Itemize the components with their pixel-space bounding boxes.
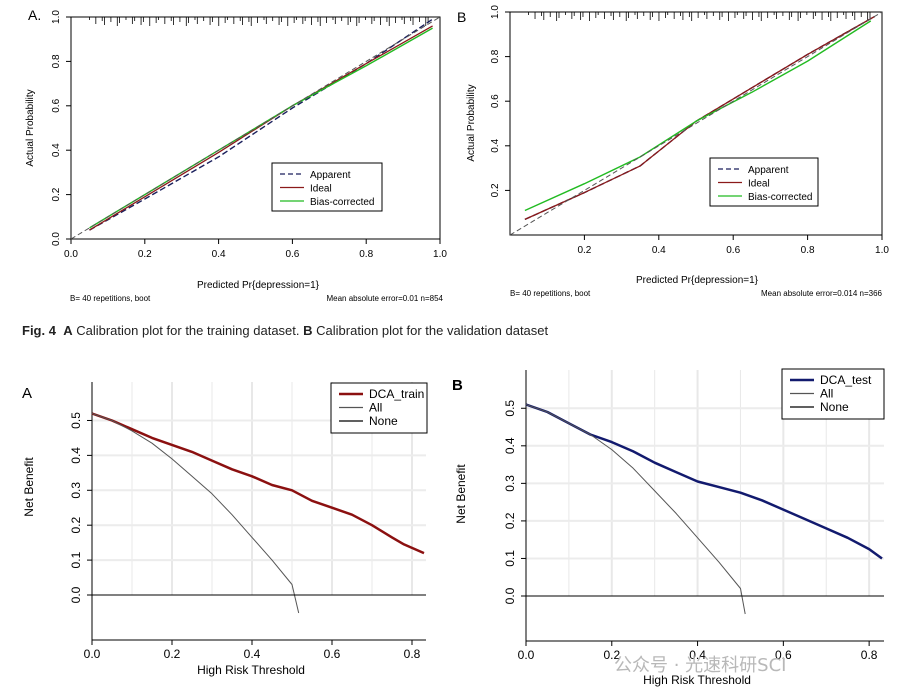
dca_B-legend-box — [781, 368, 885, 420]
dca_A-y-tick-label: 0.4 — [69, 447, 83, 464]
calib_B-y-tick-label: 0.6 — [490, 94, 501, 108]
calib_A-y-tick-label: 0.0 — [51, 232, 62, 246]
calib_B-y-tick-label: 0.4 — [490, 138, 501, 152]
dca_B-y-tick-label: 0.4 — [503, 437, 517, 454]
part-a-text: Calibration plot for the training datase… — [76, 323, 300, 338]
calib_B-footer-left: B= 40 repetitions, boot — [510, 289, 591, 298]
calib_A-panel-label: A. — [28, 7, 41, 23]
dca_B-x-axis-label: High Risk Threshold — [643, 673, 751, 687]
calib_A-series-ideal — [89, 25, 433, 231]
dca_A-y-tick-label: 0.0 — [69, 586, 83, 603]
dca_B-y-axis-label: Net Benefit — [454, 464, 468, 524]
calib_A-x-tick-label: 0.6 — [285, 249, 299, 260]
calib_A-y-tick-label: 0.2 — [51, 187, 62, 201]
dca_B-x-tick-label: 0.4 — [689, 648, 706, 662]
dca_B-y-tick-label: 0.5 — [503, 400, 517, 417]
dca_B-legend-label-all: All — [820, 387, 833, 401]
dca_A-panel-label: A — [22, 385, 32, 402]
dca_A-y-tick-label: 0.2 — [69, 517, 83, 534]
calib_B-y-axis-label: Actual Probability — [466, 84, 477, 161]
calib_A-footer-left: B= 40 repetitions, boot — [70, 294, 151, 303]
dca_A-legend-box — [330, 382, 428, 434]
dca_A-x-tick-label: 0.0 — [84, 647, 101, 661]
dca_B-x-tick-label: 0.8 — [861, 648, 878, 662]
dca_B-x-tick-label: 0.2 — [603, 648, 620, 662]
calib_B-legend-label-apparent: Apparent — [748, 165, 789, 176]
dca_B-legend-label-none: None — [820, 400, 849, 414]
fig-label: Fig. 4 — [22, 323, 56, 338]
dca_B-y-tick-label: 0.3 — [503, 475, 517, 492]
dca_A-x-tick-label: 0.6 — [324, 647, 341, 661]
calib_A-y-tick-label: 0.4 — [51, 143, 62, 157]
calib_B-x-tick-label: 0.8 — [801, 245, 815, 256]
figure-caption: Fig. 4 A Calibration plot for the traini… — [22, 323, 548, 338]
calib_B-y-tick-label: 1.0 — [490, 5, 501, 19]
calib_A-plot-frame — [70, 16, 441, 240]
dca_A-legend-label-all: All — [369, 401, 382, 415]
calib_B-legend-label-ideal: Ideal — [748, 179, 770, 190]
calib_B-series-apparent — [524, 15, 875, 221]
dca_A-legend-label-dca-train: DCA_train — [369, 387, 424, 401]
calib_B-series-bias-corrected — [524, 20, 872, 212]
dca_B-panel-label: B — [452, 377, 463, 394]
calib_A-y-tick-label: 0.8 — [51, 54, 62, 68]
dca_A-y-tick-label: 0.1 — [69, 551, 83, 568]
calib_A-x-tick-label: 0.4 — [212, 249, 226, 260]
dca_A-series-dca-train — [91, 412, 425, 555]
dca_A-x-tick-label: 0.4 — [244, 647, 261, 661]
calib_A-y-tick-label: 0.6 — [51, 98, 62, 112]
dca_A-x-tick-label: 0.8 — [404, 647, 421, 661]
calib_B-y-tick-label: 0.8 — [490, 49, 501, 63]
dca_A-x-axis-label: High Risk Threshold — [197, 663, 305, 677]
calib_A-footer-right: Mean absolute error=0.01 n=854 — [326, 294, 443, 303]
part-a-letter: A — [63, 323, 73, 338]
dca_A-y-tick-label: 0.5 — [69, 412, 83, 429]
dca_A-legend-label-none: None — [369, 414, 398, 428]
dca_B-y-tick-label: 0.1 — [503, 550, 517, 567]
dca_A-x-tick-label: 0.2 — [164, 647, 181, 661]
dca_B-x-tick-label: 0.6 — [775, 648, 792, 662]
calib_A-x-tick-label: 0.8 — [359, 249, 373, 260]
calib_A-legend-label-apparent: Apparent — [310, 170, 351, 181]
calib_B-footer-right: Mean absolute error=0.014 n=366 — [761, 289, 883, 298]
calib_B-x-tick-label: 0.6 — [726, 245, 740, 256]
part-b-text: Calibration plot for the validation data… — [316, 323, 549, 338]
dca_A-y-axis-label: Net Benefit — [22, 457, 36, 517]
calib_B-x-tick-label: 0.2 — [577, 245, 591, 256]
watermark: 公众号 · 光速科研SCI — [614, 655, 787, 676]
dca_B-legend-label-dca-test: DCA_test — [820, 373, 872, 387]
dca_B-series-all — [525, 404, 746, 615]
calib_A-x-tick-label: 0.2 — [138, 249, 152, 260]
dca_B-y-tick-label: 0.0 — [503, 587, 517, 604]
calib_B-series-reference — [509, 11, 883, 236]
calib_B-panel-label: B — [457, 9, 466, 25]
part-b-letter: B — [303, 323, 313, 338]
calib_B-x-tick-label: 0.4 — [652, 245, 666, 256]
calib_A-series-apparent — [89, 18, 433, 231]
dca_B-series-dca-test — [525, 403, 883, 560]
calib_B-legend-label-bias-corrected: Bias-corrected — [748, 192, 812, 203]
dca_A-series-all — [91, 413, 300, 614]
calib_A-y-axis-label: Actual Probability — [25, 89, 36, 166]
calib_A-y-tick-label: 1.0 — [51, 10, 62, 24]
dca_A-y-tick-label: 0.3 — [69, 482, 83, 499]
calib_B-x-axis-label: Predicted Pr{depression=1} — [636, 275, 759, 286]
calib_A-x-tick-label: 0.0 — [64, 249, 78, 260]
dca_B-x-tick-label: 0.0 — [518, 648, 535, 662]
calib_A-x-tick-label: 1.0 — [433, 249, 447, 260]
calib_A-x-axis-label: Predicted Pr{depression=1} — [197, 280, 320, 291]
dca_B-y-tick-label: 0.2 — [503, 512, 517, 529]
calib_B-y-tick-label: 0.2 — [490, 183, 501, 197]
calib_B-plot-frame — [509, 11, 883, 236]
calib_B-x-tick-label: 1.0 — [875, 245, 889, 256]
calib_A-legend-label-bias-corrected: Bias-corrected — [310, 197, 374, 208]
calib_A-legend-label-ideal: Ideal — [310, 184, 332, 195]
